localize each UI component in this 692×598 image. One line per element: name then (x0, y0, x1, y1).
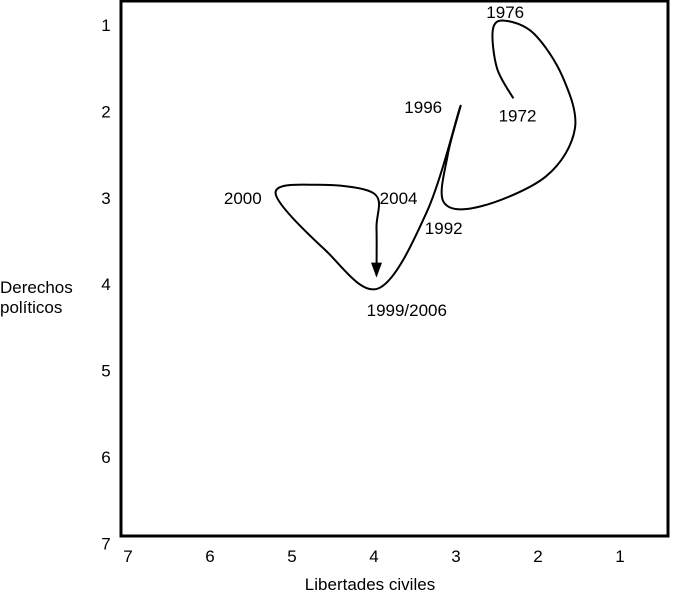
y-tick-labels: 1 2 3 4 5 6 7 (101, 16, 110, 553)
y-tick-label: 4 (101, 275, 110, 294)
point-label-1996: 1996 (404, 98, 442, 117)
point-label-1992: 1992 (425, 219, 463, 238)
x-tick-labels: 7 6 5 4 3 2 1 (123, 547, 624, 566)
y-tick-label: 6 (101, 448, 110, 467)
x-tick-label: 4 (369, 547, 378, 566)
x-tick-label: 2 (533, 547, 542, 566)
y-tick-label: 7 (101, 534, 110, 553)
x-tick-label: 6 (205, 547, 214, 566)
point-labels: 1976 1972 1996 1992 2004 2000 1999/2006 (224, 3, 537, 320)
y-tick-label: 1 (101, 16, 110, 35)
point-label-1999-2006: 1999/2006 (367, 301, 447, 320)
x-tick-label: 5 (287, 547, 296, 566)
y-tick-label: 3 (101, 189, 110, 208)
y-axis-label-line-1: Derechos (0, 278, 73, 297)
arrowhead (371, 262, 382, 278)
point-label-2000: 2000 (224, 189, 262, 208)
y-tick-label: 2 (101, 102, 110, 121)
y-axis-label-line-2: políticos (0, 298, 62, 317)
point-label-2004: 2004 (380, 189, 418, 208)
point-label-1976: 1976 (486, 3, 524, 22)
x-tick-label: 3 (451, 547, 460, 566)
x-axis-label: Libertades civiles (305, 575, 435, 594)
plot-frame (119, 0, 670, 538)
point-label-1972: 1972 (499, 107, 537, 126)
x-tick-label: 7 (123, 547, 132, 566)
trajectory-line (274, 19, 577, 291)
y-tick-label: 5 (101, 362, 110, 381)
x-tick-label: 1 (615, 547, 624, 566)
